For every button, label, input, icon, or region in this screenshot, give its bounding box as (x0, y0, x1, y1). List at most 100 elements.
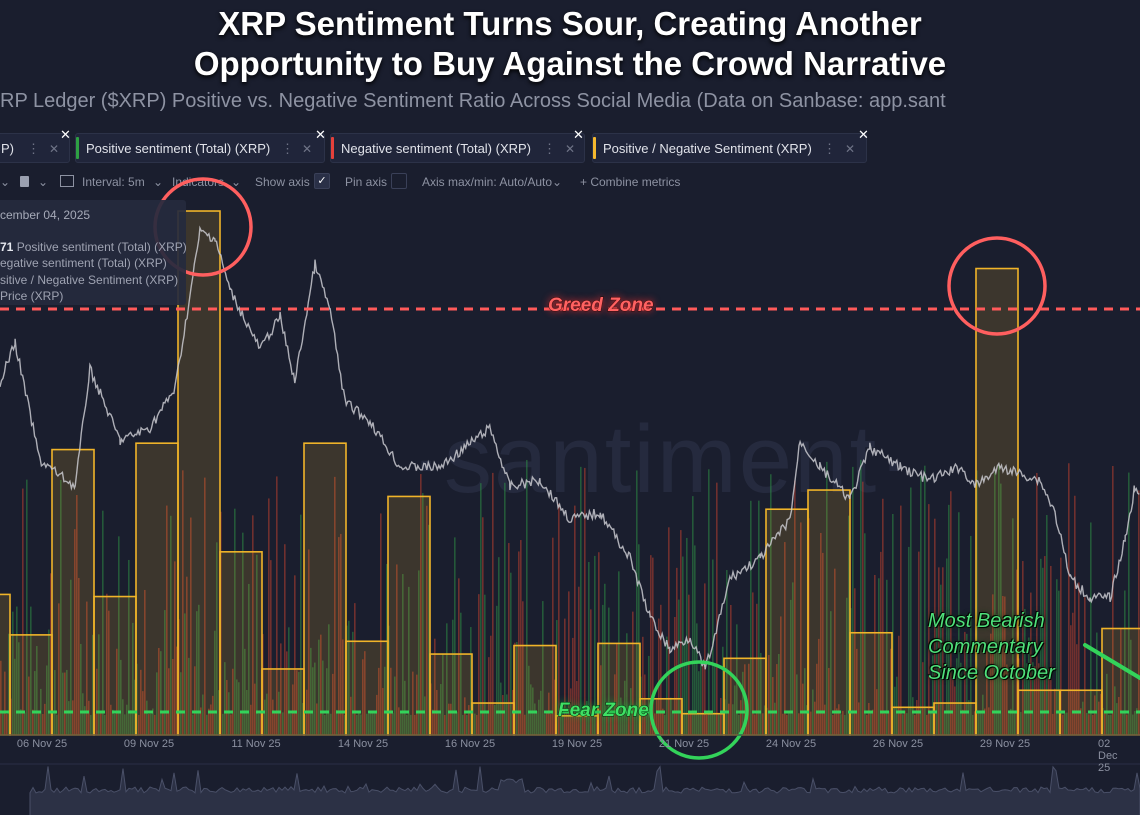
annotation-arrow (1083, 643, 1140, 680)
sentiment-bar (868, 703, 870, 735)
bearish-commentary-note: Most Bearish Commentary Since October (928, 608, 1055, 686)
sentiment-bar (732, 704, 734, 735)
sentiment-bar (856, 648, 858, 735)
more-options-icon[interactable]: ⋮ (27, 141, 40, 156)
sentiment-bar (730, 604, 732, 735)
chevron-down-icon[interactable]: ⌄ (38, 175, 49, 189)
sentiment-bar (496, 605, 498, 735)
sentiment-bar (242, 532, 244, 735)
sentiment-bar (208, 708, 210, 735)
sentiment-bar (884, 713, 886, 735)
sentiment-bar (240, 712, 242, 735)
sentiment-bar (918, 551, 920, 735)
sentiment-bar (1110, 714, 1112, 735)
sentiment-bar (184, 613, 186, 735)
remove-icon[interactable]: ✕ (845, 142, 856, 156)
sentiment-bar (202, 694, 204, 735)
sentiment-bar (554, 679, 556, 735)
remove-icon[interactable]: ✕ (49, 142, 60, 156)
sentiment-bar (1010, 708, 1012, 735)
sentiment-bar (74, 529, 76, 735)
remove-icon[interactable]: ✕ (302, 142, 313, 156)
sentiment-bar (1000, 483, 1002, 735)
sentiment-bar (98, 634, 100, 735)
sentiment-bar (946, 558, 948, 735)
ratio-bar (1101, 627, 1140, 736)
metric-tab-negative[interactable]: Negative sentiment (Total) (XRP) ⋮ ✕ (330, 133, 585, 163)
sentiment-bar (200, 707, 202, 735)
more-options-icon[interactable]: ⋮ (281, 141, 294, 156)
close-icon[interactable]: ✕ (315, 127, 326, 142)
remove-icon[interactable]: ✕ (565, 142, 576, 156)
sentiment-bar (634, 706, 636, 735)
sentiment-bar (4, 671, 6, 735)
sentiment-bar (762, 713, 764, 735)
sentiment-bar (476, 714, 478, 735)
sentiment-bar (1064, 712, 1066, 735)
sentiment-bar (564, 618, 566, 735)
sentiment-bar (898, 635, 900, 735)
sentiment-bar (576, 681, 578, 735)
sentiment-bar (510, 572, 512, 735)
color-marker (76, 137, 79, 159)
more-options-icon[interactable]: ⋮ (543, 141, 556, 156)
sentiment-bar (680, 530, 682, 735)
sentiment-bar (214, 630, 216, 735)
sentiment-bar (764, 705, 766, 735)
metric-tab-positive[interactable]: Positive sentiment (Total) (XRP) ⋮ ✕ (75, 133, 325, 163)
color-swatch-icon[interactable] (20, 176, 29, 187)
sentiment-bar (794, 480, 796, 735)
sentiment-bar (484, 594, 486, 735)
sentiment-bar (522, 601, 524, 735)
sentiment-bar (666, 636, 668, 735)
sentiment-bar (22, 488, 24, 735)
ratio-bar (135, 442, 179, 736)
sentiment-bar (1132, 714, 1134, 735)
close-icon[interactable]: ✕ (60, 127, 71, 142)
show-axis-checkbox[interactable]: ✓ (314, 173, 330, 189)
tooltip-line-negative: egative sentiment (Total) (XRP) (0, 256, 167, 270)
sentiment-bar (704, 583, 706, 735)
sentiment-bar (854, 588, 856, 735)
interval-select[interactable]: Interval: 5m (82, 175, 145, 189)
chevron-down-icon[interactable]: ⌄ (0, 175, 11, 189)
sentiment-bar (560, 702, 562, 735)
sentiment-bar (624, 680, 626, 735)
sentiment-bar (348, 620, 350, 735)
sentiment-bar (442, 653, 444, 735)
ratio-bar (933, 702, 977, 736)
chevron-down-icon[interactable]: ⌄ (552, 175, 563, 189)
sentiment-bar (1058, 590, 1060, 735)
metric-tab-price[interactable]: P) ⋮ ✕ (0, 133, 70, 163)
close-icon[interactable]: ✕ (573, 127, 584, 142)
sentiment-bar (1128, 472, 1130, 735)
chevron-down-icon[interactable]: ⌄ (153, 175, 164, 189)
sentiment-bar (760, 652, 762, 735)
sentiment-bar (570, 688, 572, 735)
sentiment-bar (830, 611, 832, 735)
combine-metrics-button[interactable]: + Combine metrics (580, 175, 681, 189)
sentiment-bar (932, 655, 934, 735)
chevron-down-icon[interactable]: ⌄ (231, 175, 242, 189)
sentiment-bar (108, 610, 110, 735)
x-tick-label: 24 Nov 25 (765, 738, 817, 750)
sentiment-bar (292, 684, 294, 735)
more-options-icon[interactable]: ⋮ (823, 141, 836, 156)
headline: XRP Sentiment Turns Sour, Creating Anoth… (0, 4, 1140, 84)
sentiment-bar (352, 631, 354, 735)
sentiment-bar (110, 704, 112, 735)
sentiment-bar (998, 463, 1000, 735)
sentiment-bar (410, 714, 412, 735)
sentiment-bar (534, 703, 536, 735)
metric-tab-ratio[interactable]: Positive / Negative Sentiment (XRP) ⋮ ✕ (592, 133, 867, 163)
pin-axis-checkbox[interactable] (391, 173, 407, 189)
sentiment-bar (470, 627, 472, 735)
sentiment-bar (568, 591, 570, 735)
close-icon[interactable]: ✕ (858, 127, 869, 142)
sentiment-bar (834, 568, 836, 735)
sentiment-bar (928, 504, 930, 735)
sentiment-bar (2, 712, 4, 735)
axis-maxmin-select[interactable]: Axis max/min: Auto/Auto (422, 175, 553, 189)
sentiment-bar (32, 709, 34, 735)
